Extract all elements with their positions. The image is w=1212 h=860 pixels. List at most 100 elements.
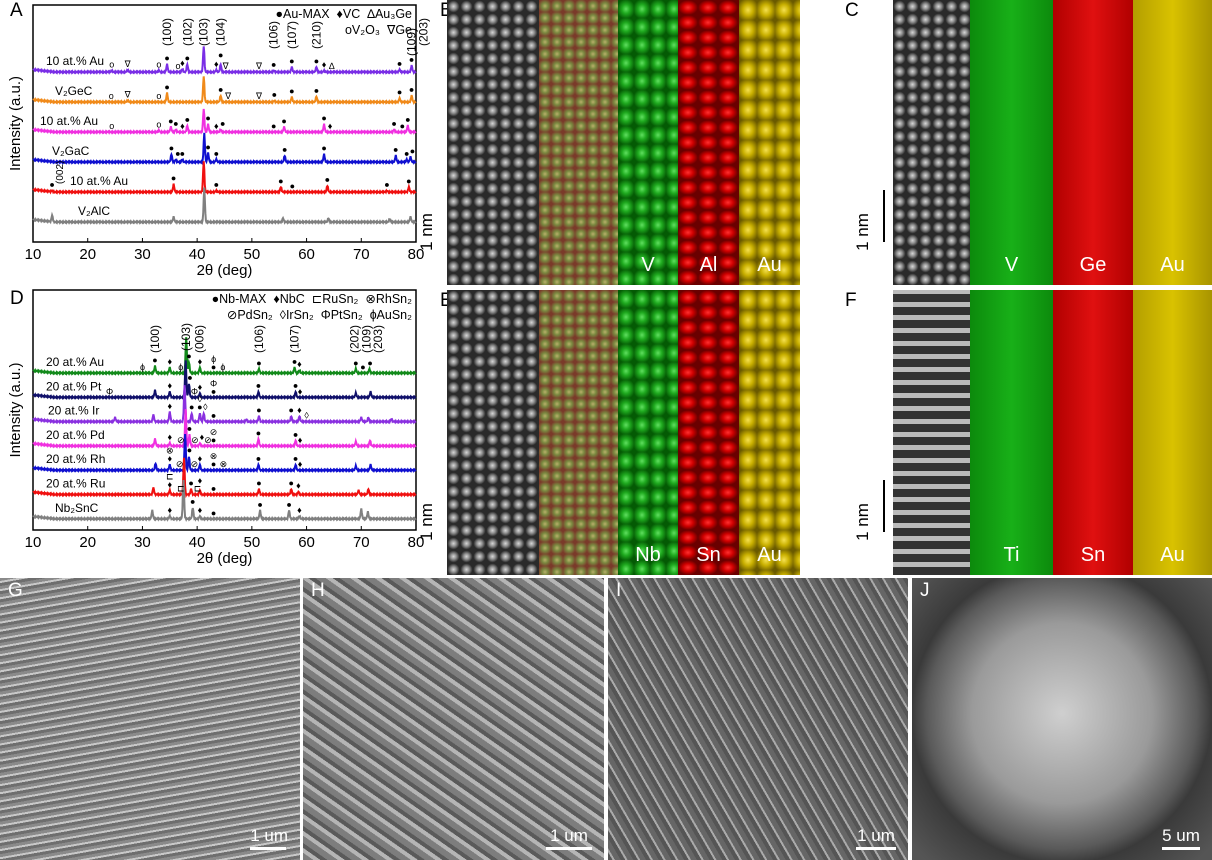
- peak-marker: ●: [185, 53, 190, 63]
- peak-marker: ⊏: [177, 484, 185, 494]
- xrd-series-line: [32, 457, 417, 499]
- peak-marker: ♦: [198, 356, 203, 366]
- scale-bar-b: 1 nm: [417, 190, 449, 251]
- peak-marker: ●: [173, 118, 178, 128]
- peak-marker: ●: [409, 85, 414, 95]
- element-map-3: Au: [1133, 0, 1212, 285]
- peak-marker: ♦: [328, 121, 333, 131]
- peak-marker: ∇: [224, 91, 232, 101]
- hkl-label: (109): [405, 28, 419, 56]
- series-label: V₂GaC: [52, 144, 90, 158]
- peak-marker: ●: [400, 121, 405, 131]
- x-tick-label: 30: [134, 246, 151, 263]
- xrd-series-line: [32, 76, 417, 106]
- xrd-series-line: [32, 408, 417, 450]
- x-axis-label: 2θ (deg): [197, 262, 253, 279]
- peak-marker: ●: [218, 50, 223, 60]
- sem-image-j: J 5 um: [912, 578, 1212, 860]
- scale-bar-g: 1 um: [250, 826, 288, 850]
- series-label: 20 at.% Ir: [48, 404, 99, 418]
- panel-c: C 1 nm V Ge Au: [840, 0, 1212, 285]
- peak-marker: ●: [205, 142, 210, 152]
- peak-marker: ♦: [200, 432, 205, 442]
- hkl-label: (103): [197, 18, 211, 46]
- peak-marker: o: [156, 91, 161, 101]
- x-tick-label: 80: [408, 534, 425, 551]
- peak-marker: ●: [220, 118, 225, 128]
- xrd-series-line: [32, 385, 417, 425]
- peak-marker: ♦: [297, 359, 302, 369]
- peak-marker: ●: [214, 148, 219, 158]
- series-label: 20 at.% Ru: [46, 477, 105, 491]
- peak-marker: ♦: [167, 479, 172, 489]
- peak-marker: ♦: [297, 405, 302, 415]
- peak-marker: ●: [171, 173, 176, 183]
- peak-marker: o: [156, 59, 161, 69]
- element-map-1: Ti: [970, 290, 1053, 575]
- peak-marker: ♦: [198, 382, 203, 392]
- peak-marker: ●: [169, 143, 174, 153]
- x-tick-label: 40: [189, 246, 206, 263]
- peak-marker: ●: [152, 355, 157, 365]
- x-tick-label: 10: [25, 246, 42, 263]
- peak-marker: ɸ: [211, 354, 216, 364]
- series-label: 20 at.% Pt: [46, 379, 102, 393]
- haadf-image: [893, 0, 970, 285]
- peak-marker: ♦: [198, 454, 203, 464]
- peak-marker: ●: [321, 113, 326, 123]
- peak-marker: ●: [314, 56, 319, 66]
- peak-marker: ♦: [298, 386, 303, 396]
- panel-label-g: G: [8, 580, 23, 601]
- element-map-2: Ge: [1053, 0, 1133, 285]
- xrd-series-line: [32, 46, 417, 76]
- peak-marker: ♦: [214, 121, 219, 131]
- peak-marker: ∇: [124, 59, 132, 69]
- series-label: V₂GeC: [55, 84, 93, 98]
- peak-marker: ●: [190, 497, 195, 507]
- legend-entry: ●Nb-MAX: [212, 292, 267, 306]
- hkl-label: (006): [192, 325, 206, 353]
- peak-marker: ∇: [222, 61, 230, 71]
- peak-marker: ●: [393, 145, 398, 155]
- peak-marker: o: [109, 91, 114, 101]
- panel-b: B 1 nm V Al Au: [417, 0, 810, 285]
- scale-bar-h: 1 um: [546, 826, 592, 850]
- xrd-series-line: [32, 187, 417, 226]
- peak-marker: ♦: [167, 381, 172, 391]
- x-tick-label: 30: [134, 534, 151, 551]
- xrd-series-line: [32, 161, 417, 196]
- hkl-label: (100): [160, 18, 174, 46]
- legend-entry: ⊗RhSn₂: [365, 292, 412, 306]
- panel-e: E 1 nm Nb Sn Au: [417, 290, 810, 575]
- peak-marker: Φ: [191, 386, 198, 396]
- peak-marker: ●: [404, 148, 409, 158]
- xrd-series-line: [32, 480, 417, 522]
- legend-entry: ΦPtSn₂: [321, 308, 363, 322]
- hkl-label: (210): [309, 21, 323, 49]
- peak-marker: ●: [272, 90, 277, 100]
- panel-d: D 10 20 30 40 50 60 70 80 2θ (deg) Intensity (a.u…: [0, 285, 430, 575]
- peak-marker: ●: [397, 58, 402, 68]
- element-map-1: V: [618, 0, 678, 285]
- series-label: Nb₂SnC: [55, 501, 99, 515]
- peak-marker: ɸ: [220, 362, 225, 372]
- peak-marker: ●: [197, 402, 202, 412]
- y-axis-label: Intensity (a.u.): [7, 362, 24, 457]
- peak-marker: ∆: [329, 61, 335, 71]
- legend-entry: ∇Ge: [386, 23, 412, 37]
- hkl-label: (100): [148, 325, 162, 353]
- x-tick-label: 40: [189, 534, 206, 551]
- legend-entry: ɸAuSn₂: [370, 308, 412, 322]
- plot-frame: [32, 289, 417, 531]
- peak-marker: ●: [289, 478, 294, 488]
- plot-frame: [32, 4, 417, 243]
- xrd-chart-a: 10 20 30 40 50 60 70 80 2θ (deg) Intensity (a.u.)…: [7, 4, 431, 279]
- peak-marker: ●: [292, 356, 297, 366]
- peak-marker: ●: [187, 445, 192, 455]
- x-tick-label: 70: [353, 246, 370, 263]
- series-label: 20 at.% Rh: [46, 452, 105, 466]
- peak-marker: ●: [189, 402, 194, 412]
- peak-marker: ♦: [298, 435, 303, 445]
- legend-entry: ♦VC: [337, 7, 361, 21]
- haadf-image: [893, 290, 970, 575]
